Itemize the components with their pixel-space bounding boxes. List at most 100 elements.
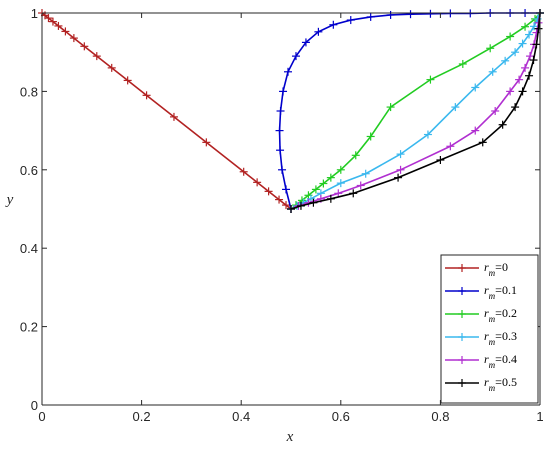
data-point: [44, 14, 53, 23]
data-point: [423, 130, 432, 139]
x-tick-label: 0.4: [232, 409, 250, 424]
legend-marker: [458, 333, 466, 341]
data-point: [501, 56, 510, 65]
x-tick-label: 0: [38, 409, 45, 424]
legend-label: rm=0.1: [484, 283, 517, 301]
data-point: [525, 71, 534, 80]
data-point: [275, 126, 284, 135]
data-point: [351, 151, 360, 160]
data-point: [458, 59, 467, 68]
legend-item: rm=0.3: [445, 329, 517, 347]
x-tick-label: 0.6: [332, 409, 350, 424]
y-tick-label: 1: [31, 6, 38, 21]
legend-item: rm=0.4: [445, 352, 517, 370]
legend-item: rm=0: [445, 260, 508, 278]
data-point: [518, 39, 527, 48]
data-point: [532, 28, 541, 37]
x-tick-label: 1: [536, 409, 543, 424]
series-line: [290, 12, 541, 210]
data-point: [426, 75, 435, 84]
data-point: [361, 169, 370, 178]
data-point: [486, 44, 495, 53]
data-point: [282, 185, 291, 194]
data-point: [436, 156, 445, 164]
data-point: [253, 178, 262, 187]
data-point: [48, 17, 57, 26]
data-point: [296, 201, 305, 210]
data-point: [396, 150, 405, 159]
data-point: [276, 107, 285, 115]
data-point: [534, 24, 543, 33]
y-tick-label: 0.4: [20, 241, 38, 256]
data-point: [123, 76, 132, 85]
series-5: [287, 9, 544, 213]
data-point: [521, 63, 530, 72]
x-axis-label: x: [286, 429, 294, 445]
data-point: [446, 142, 455, 151]
data-point: [275, 195, 284, 204]
data-point: [511, 48, 520, 57]
y-tick-label: 0.8: [20, 84, 38, 99]
data-point: [329, 20, 338, 29]
data-point: [511, 103, 520, 112]
data-point: [326, 194, 335, 203]
legend-label: rm=0.3: [484, 329, 517, 347]
data-point: [529, 56, 538, 65]
data-point: [515, 75, 524, 84]
data-point: [69, 34, 78, 43]
legend-marker: [458, 310, 466, 318]
data-point: [471, 83, 480, 92]
series-line: [290, 12, 541, 210]
legend: rm=0 rm=0.1 rm=0.2 rm=0.3 rm=0.4 rm=0.5: [440, 254, 539, 404]
legend-box: [440, 254, 539, 404]
data-point: [396, 165, 405, 174]
y-tick-label: 0.2: [20, 320, 38, 335]
data-point: [471, 126, 480, 135]
data-point: [521, 22, 530, 31]
data-point: [279, 87, 288, 96]
legend-marker: [458, 379, 466, 387]
data-point: [278, 165, 287, 174]
data-point: [61, 27, 70, 36]
data-point: [394, 173, 403, 182]
data-point: [386, 103, 395, 112]
data-point: [334, 189, 343, 198]
data-point: [506, 87, 515, 96]
data-point: [366, 12, 375, 21]
data-point: [478, 138, 487, 147]
data-point: [526, 52, 535, 61]
data-point: [276, 146, 285, 155]
data-point: [239, 167, 248, 176]
legend-marker: [458, 287, 466, 295]
data-point: [287, 205, 295, 213]
legend-label: rm=0.4: [484, 352, 517, 370]
data-point: [530, 22, 539, 31]
data-point: [311, 185, 320, 194]
data-point: [80, 42, 89, 51]
data-point: [498, 120, 507, 129]
axes: [41, 12, 541, 406]
tick-labels: 0 0.2 0.4 0.6 0.8 1 0 0.2 0.4 0.6 0.8 1: [20, 6, 544, 424]
data-point: [301, 38, 310, 47]
data-point: [346, 16, 355, 25]
series-0: [38, 9, 295, 213]
data-point: [169, 112, 178, 121]
data-point: [336, 179, 345, 188]
data-point: [366, 132, 375, 141]
series-3: [287, 9, 544, 213]
legend-marker: [458, 356, 466, 364]
data-point: [202, 138, 211, 147]
data-point: [142, 91, 151, 100]
data-point: [406, 10, 415, 19]
data-point: [319, 179, 328, 188]
data-point: [488, 67, 497, 76]
data-point: [451, 103, 460, 112]
legend-item: rm=0.1: [445, 283, 517, 301]
series-line: [41, 12, 292, 210]
data-point: [356, 181, 365, 190]
data-point: [336, 165, 345, 174]
y-tick-label: 0: [31, 398, 38, 413]
y-tick-label: 0.6: [20, 163, 38, 178]
legend-item: rm=0.5: [445, 375, 517, 393]
